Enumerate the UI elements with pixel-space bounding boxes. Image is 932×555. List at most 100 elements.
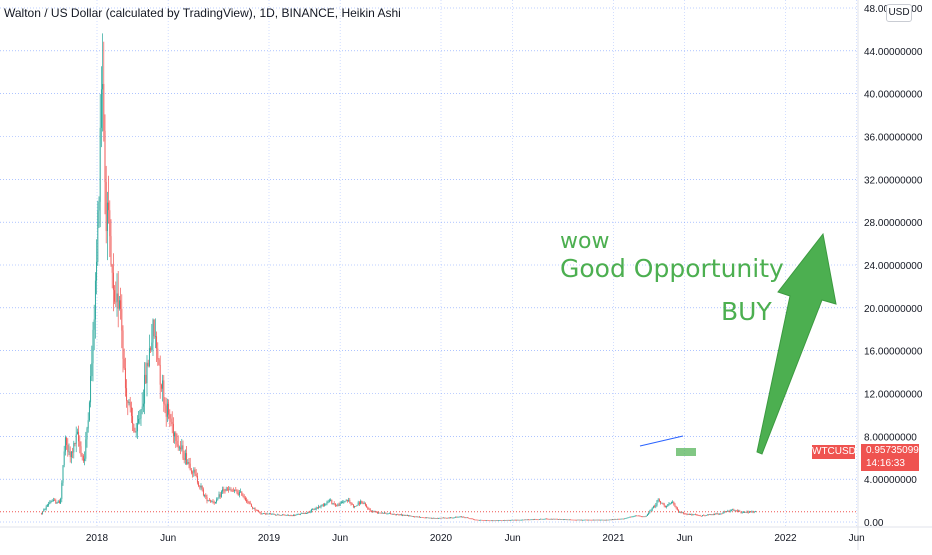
candle-body (298, 514, 300, 515)
candle-body (122, 330, 124, 359)
candle-body (616, 518, 618, 520)
candle-body (543, 518, 545, 520)
candle-body (541, 518, 543, 520)
candle-body (450, 517, 452, 519)
candle-body (433, 517, 435, 519)
currency-button[interactable]: USD (886, 4, 912, 22)
candle-body (52, 499, 54, 502)
candle-body (484, 520, 486, 522)
candle-body (697, 514, 699, 516)
candle-body (682, 512, 684, 514)
x-tick-label: Jun (849, 533, 865, 544)
candle-body (272, 513, 274, 515)
candle-body (294, 514, 296, 516)
candle-body (310, 509, 312, 512)
candle-body (447, 517, 449, 519)
candle-body (511, 519, 513, 521)
candle-body (212, 501, 214, 503)
candle-body (440, 517, 442, 519)
candle-body (123, 358, 125, 369)
candle-body (752, 511, 754, 513)
candle-body (238, 491, 240, 496)
candle-body (458, 516, 460, 518)
candle-body (537, 519, 539, 521)
candle-body (145, 374, 147, 384)
candle-body (693, 514, 695, 516)
candle-body (597, 519, 599, 521)
candle-body (344, 501, 346, 503)
candle-body (243, 496, 245, 498)
candle-body (436, 518, 438, 519)
annotation-buy[interactable]: BUY (721, 297, 772, 326)
candle-body (400, 514, 402, 516)
candle-body (181, 445, 183, 450)
candle-body (630, 516, 632, 518)
candle-body (186, 453, 188, 465)
candle-body (206, 497, 208, 502)
candle-body (613, 519, 615, 521)
candle-body (75, 434, 77, 444)
candle-body (80, 446, 82, 456)
candle-body (686, 513, 688, 515)
candle-body (61, 482, 63, 499)
candle-body (631, 516, 633, 518)
candle-body (434, 517, 436, 519)
candle-body (151, 342, 153, 350)
annotation-wow[interactable]: wow (560, 229, 610, 254)
candle-body (342, 502, 344, 503)
candle-body (728, 510, 730, 512)
candle-body (308, 512, 310, 513)
candle-body (242, 495, 244, 497)
y-tick-label: 28.00000000 (864, 218, 923, 229)
candle-body (392, 513, 394, 515)
time-axis[interactable]: 2018 Jun 2019 Jun 2020 Jun 2021 Jun 2022 Jun (86, 533, 865, 544)
ticker-label: WTCUSD (812, 445, 856, 459)
candle-body (254, 507, 256, 510)
candle-body (148, 348, 150, 366)
candle-body (324, 503, 326, 506)
candle-body (753, 511, 755, 513)
candle-body (698, 515, 700, 516)
candle-body (567, 519, 569, 521)
candle-body (489, 520, 491, 522)
candle-body (201, 485, 203, 490)
candle-body (474, 519, 476, 521)
candle-body (208, 500, 210, 502)
annotation-good-opportunity[interactable]: Good Opportunity (560, 254, 784, 283)
candle-body (692, 514, 694, 516)
candle-body (348, 500, 350, 501)
candle-body (744, 511, 746, 513)
candle-body (188, 461, 190, 464)
candle-body (224, 490, 226, 492)
candle-body (74, 442, 76, 444)
candle-body (706, 514, 708, 516)
candle-body (45, 506, 47, 510)
candle-body (747, 511, 749, 513)
candle-body (252, 506, 254, 509)
candle-body (235, 489, 237, 491)
candle-body (355, 505, 357, 507)
candle-body (398, 514, 400, 516)
candle-body (228, 489, 230, 491)
candle-body (640, 516, 642, 518)
candle-body (426, 517, 428, 519)
candle-body (332, 503, 334, 504)
candle-body (301, 513, 303, 514)
candle-body (554, 518, 556, 520)
candle-body (535, 519, 537, 520)
candle-body (199, 485, 201, 488)
candle-body (104, 130, 106, 183)
candle-body (366, 505, 368, 508)
candle-body (486, 520, 488, 521)
candle-body (43, 509, 45, 512)
candle-body (427, 517, 429, 519)
candle-body (571, 519, 573, 521)
x-tick-label: 2021 (602, 533, 625, 544)
candle-body (99, 127, 101, 202)
candle-body (200, 485, 202, 488)
candle-body (192, 472, 194, 474)
candle-body (644, 516, 646, 518)
candle-body (639, 515, 641, 517)
